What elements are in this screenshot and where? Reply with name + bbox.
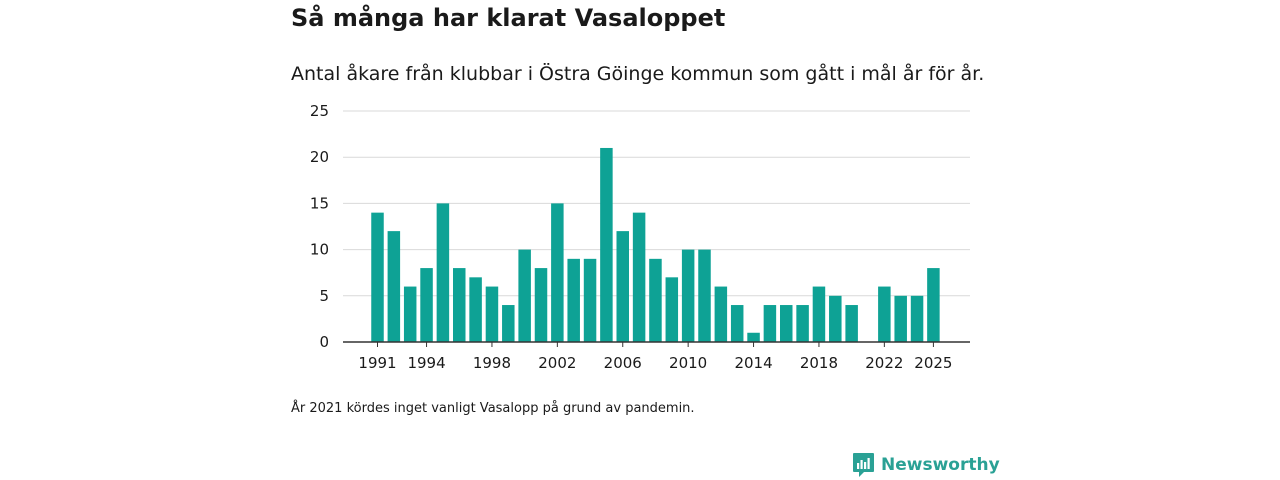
bar-2023[interactable] <box>894 295 907 342</box>
bar-2009[interactable] <box>665 277 679 342</box>
bar-2010[interactable] <box>681 249 695 342</box>
bar-2008[interactable] <box>649 258 662 342</box>
x-tick-label: 2022 <box>865 354 903 372</box>
x-tick-label: 2025 <box>914 354 952 372</box>
bars <box>371 147 940 342</box>
bar-2011[interactable] <box>698 249 711 342</box>
bar-2018[interactable] <box>812 286 826 342</box>
bar-2002[interactable] <box>551 203 564 342</box>
bar-2025[interactable] <box>927 268 940 342</box>
x-tick-label: 2010 <box>669 354 707 372</box>
bar-1994[interactable] <box>420 268 433 342</box>
brand-logo[interactable]: Newsworthy <box>852 452 1000 478</box>
y-axis-ticks: 0 5 10 15 20 25 <box>310 102 329 351</box>
bar-2024[interactable] <box>910 295 924 342</box>
y-tick-label: 0 <box>319 333 329 351</box>
x-tick-label: 1994 <box>407 354 445 372</box>
bar-2001[interactable] <box>534 268 548 342</box>
x-tick-label: 1998 <box>473 354 511 372</box>
y-tick-label: 5 <box>319 287 329 305</box>
bar-2020[interactable] <box>845 305 858 342</box>
bar-1991[interactable] <box>371 212 384 342</box>
x-tick-label: 1991 <box>358 354 396 372</box>
bar-1996[interactable] <box>453 268 466 342</box>
newsworthy-logo-icon <box>853 453 874 477</box>
bar-2000[interactable] <box>518 249 531 342</box>
bar-2005[interactable] <box>600 147 613 342</box>
brand-name: Newsworthy <box>881 455 1000 475</box>
bar-2016[interactable] <box>780 305 793 342</box>
x-tick-label: 2018 <box>800 354 838 372</box>
bar-2019[interactable] <box>829 295 842 342</box>
bar-1993[interactable] <box>403 286 417 342</box>
bar-1997[interactable] <box>469 277 482 342</box>
bar-2003[interactable] <box>567 258 580 342</box>
x-tick-label: 2014 <box>734 354 772 372</box>
bar-2017[interactable] <box>796 305 809 342</box>
chart-title: Så många har klarat Vasaloppet <box>291 4 726 32</box>
bar-2006[interactable] <box>616 231 630 342</box>
bar-2007[interactable] <box>632 212 646 342</box>
y-tick-label: 15 <box>310 194 329 212</box>
bar-1999[interactable] <box>502 305 515 342</box>
bar-2015[interactable] <box>763 305 777 342</box>
y-tick-label: 10 <box>310 241 329 259</box>
y-tick-label: 20 <box>310 148 329 166</box>
x-tick-label: 2006 <box>604 354 642 372</box>
bar-2014[interactable] <box>747 332 760 342</box>
bar-2004[interactable] <box>583 258 597 342</box>
bar-1992[interactable] <box>387 231 401 342</box>
bar-1998[interactable] <box>485 286 499 342</box>
bar-1995[interactable] <box>436 203 450 342</box>
chart-subtitle: Antal åkare från klubbar i Östra Göinge … <box>291 63 985 85</box>
footnote: År 2021 kördes inget vanligt Vasalopp på… <box>291 401 695 416</box>
bar-2012[interactable] <box>714 286 728 342</box>
y-tick-label: 25 <box>310 102 329 120</box>
x-tick-label: 2002 <box>538 354 576 372</box>
x-axis-ticks: 1991 1994 1998 2002 2006 2010 2014 2018 2022 2025 <box>358 342 952 372</box>
bar-2022[interactable] <box>878 286 891 342</box>
bar-2013[interactable] <box>730 305 744 342</box>
